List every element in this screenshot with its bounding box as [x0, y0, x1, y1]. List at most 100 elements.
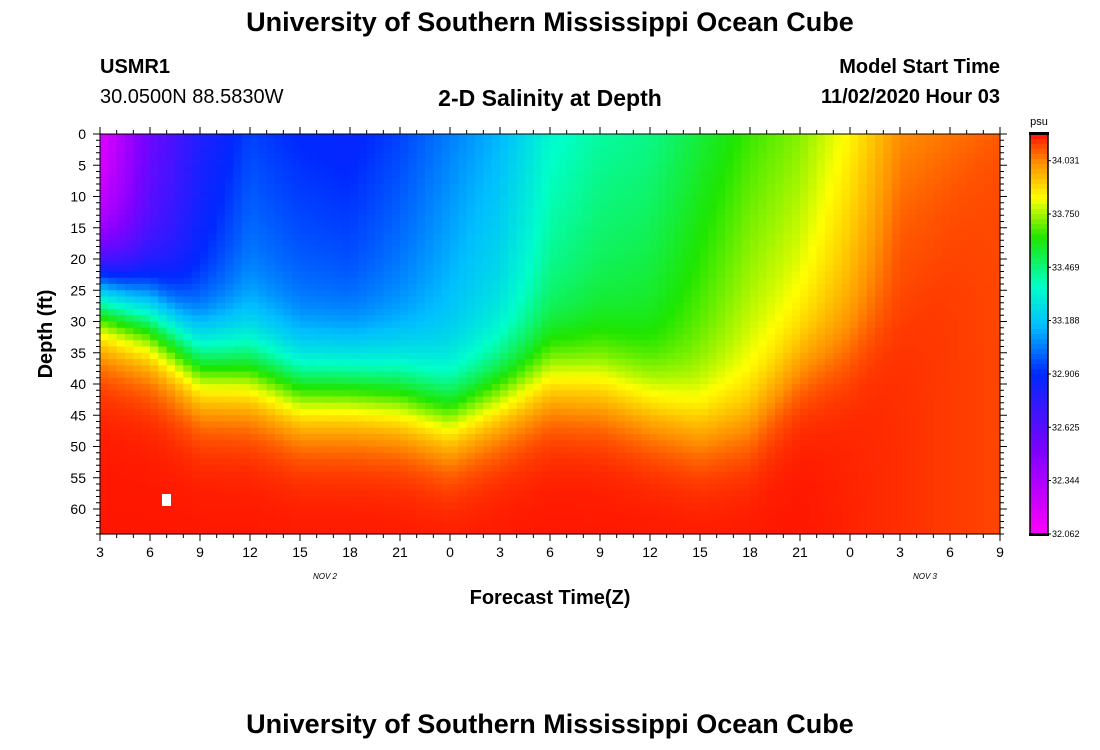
heatmap-cell — [350, 271, 359, 279]
heatmap-cell — [533, 384, 543, 391]
heatmap-cell — [341, 209, 351, 216]
heatmap-cell — [475, 271, 484, 279]
heatmap-cell — [241, 346, 251, 354]
heatmap-cell — [341, 465, 351, 473]
heatmap-cell — [650, 502, 659, 510]
heatmap-cell — [725, 346, 734, 354]
heatmap-cell — [283, 315, 293, 323]
heatmap-cell — [541, 327, 551, 335]
heatmap-cell — [575, 321, 584, 329]
heatmap-cell — [641, 446, 651, 454]
heatmap-cell — [525, 302, 534, 310]
heatmap-cell — [641, 177, 651, 185]
heatmap-cell — [383, 421, 393, 429]
heatmap-cell — [483, 246, 493, 254]
heatmap-cell — [458, 221, 468, 229]
heatmap-cell — [116, 265, 126, 273]
heatmap-cell — [175, 152, 184, 160]
heatmap-cell — [125, 190, 134, 198]
heatmap-cell — [700, 234, 709, 241]
heatmap-cell — [716, 290, 726, 298]
heatmap-cell — [150, 196, 159, 204]
heatmap-cell — [358, 296, 368, 304]
heatmap-cell — [466, 265, 476, 273]
heatmap-cell — [108, 527, 118, 535]
heatmap-cell — [691, 202, 701, 210]
heatmap-cell — [691, 334, 701, 341]
heatmap-cell — [333, 271, 343, 279]
heatmap-cell — [266, 490, 276, 498]
heatmap-cell — [725, 134, 734, 141]
heatmap-cell — [450, 490, 459, 498]
heatmap-cell — [308, 402, 318, 410]
heatmap-cell — [116, 484, 126, 491]
heatmap-cell — [391, 215, 401, 223]
heatmap-cell — [300, 165, 309, 173]
heatmap-cell — [358, 452, 368, 460]
heatmap-cell — [650, 309, 659, 316]
heatmap-cell — [283, 427, 293, 435]
heatmap-cell — [716, 215, 726, 223]
heatmap-cell — [200, 459, 209, 466]
heatmap-cell — [358, 246, 368, 254]
heatmap-cell — [608, 221, 618, 229]
heatmap-cell — [266, 459, 276, 466]
heatmap-cell — [283, 252, 293, 260]
heatmap-cell — [233, 171, 243, 179]
heatmap-cell — [250, 384, 259, 391]
heatmap-cell — [641, 140, 651, 148]
heatmap-cell — [566, 365, 576, 373]
heatmap-cell — [100, 421, 109, 429]
heatmap-cell — [458, 521, 468, 529]
heatmap-cell — [566, 384, 576, 391]
heatmap-cell — [558, 265, 568, 273]
heatmap-cell — [641, 427, 651, 435]
heatmap-cell — [208, 171, 218, 179]
heatmap-cell — [500, 396, 509, 404]
heatmap-cell — [683, 146, 693, 154]
heatmap-cell — [525, 309, 534, 316]
heatmap-cell — [191, 265, 201, 273]
heatmap-cell — [658, 471, 668, 479]
heatmap-cell — [200, 215, 209, 223]
heatmap-cell — [466, 409, 476, 416]
heatmap-cell — [333, 465, 343, 473]
heatmap-cell — [533, 140, 543, 148]
heatmap-cell — [408, 290, 418, 298]
heatmap-cell — [616, 215, 626, 223]
heatmap-cell — [225, 390, 234, 398]
heatmap-cell — [558, 371, 568, 379]
heatmap-cell — [616, 471, 626, 479]
heatmap-cell — [266, 502, 276, 510]
heatmap-cell — [666, 334, 676, 341]
heatmap-cell — [566, 421, 576, 429]
heatmap-cell — [400, 152, 409, 160]
heatmap-cell — [666, 240, 676, 248]
heatmap-cell — [158, 152, 168, 160]
heatmap-cell — [250, 446, 259, 454]
heatmap-cell — [466, 252, 476, 260]
heatmap-cell — [125, 446, 134, 454]
heatmap-cell — [450, 352, 459, 360]
heatmap-cell — [408, 146, 418, 154]
heatmap-cell — [550, 440, 559, 448]
heatmap-cell — [333, 284, 343, 291]
heatmap-cell — [566, 177, 576, 185]
heatmap-cell — [675, 521, 684, 529]
heatmap-cell — [483, 427, 493, 435]
heatmap-cell — [433, 377, 443, 385]
heatmap-cell — [633, 315, 643, 323]
heatmap-cell — [108, 284, 118, 291]
heatmap-cell — [516, 434, 526, 441]
heatmap-cell — [716, 502, 726, 510]
heatmap-cell — [383, 427, 393, 435]
heatmap-cell — [700, 190, 709, 198]
heatmap-cell — [616, 465, 626, 473]
heatmap-cell — [325, 159, 334, 166]
heatmap-cell — [258, 159, 268, 166]
heatmap-cell — [275, 259, 284, 266]
heatmap-cell — [383, 446, 393, 454]
heatmap-cell — [650, 427, 659, 435]
heatmap-cell — [350, 196, 359, 204]
heatmap-cell — [725, 277, 734, 285]
